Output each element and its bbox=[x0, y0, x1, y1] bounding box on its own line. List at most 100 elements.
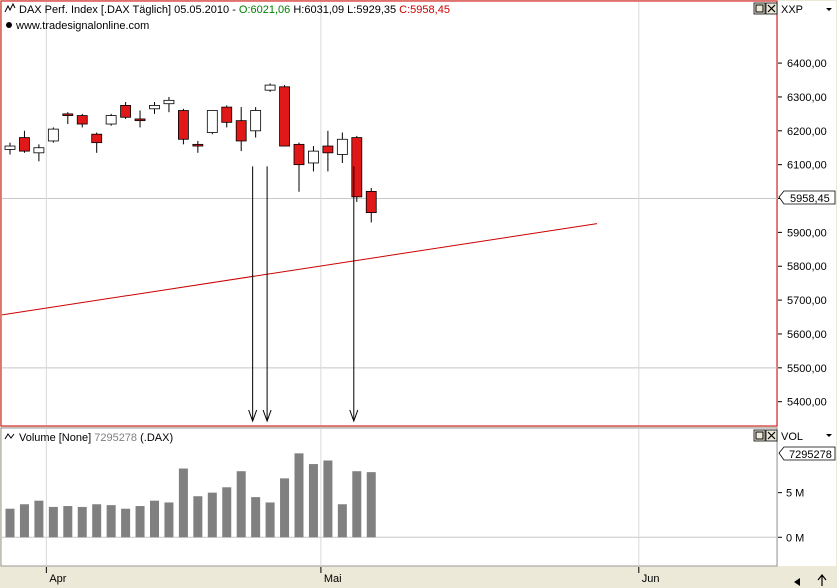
price-tick-label: 5700,00 bbox=[787, 295, 827, 307]
candle bbox=[134, 110, 146, 128]
candle-body bbox=[322, 145, 334, 154]
candle bbox=[206, 110, 218, 135]
annotation-arrow bbox=[262, 166, 272, 423]
volume-bar bbox=[63, 506, 73, 538]
candle-body bbox=[308, 150, 319, 164]
candle-body bbox=[293, 143, 305, 166]
volume-bar bbox=[323, 460, 333, 538]
volume-tick-label: 0 M bbox=[786, 532, 804, 544]
scroll-up-button[interactable] bbox=[817, 574, 827, 586]
candle bbox=[250, 107, 262, 138]
volume-bar bbox=[34, 500, 44, 538]
candle bbox=[91, 132, 103, 153]
time-tick-label: Jun bbox=[642, 573, 660, 585]
candle-body bbox=[336, 138, 348, 155]
last-price-marker: 5958,45 bbox=[778, 190, 836, 205]
price-tick-label: 6200,00 bbox=[787, 126, 827, 138]
candle-body bbox=[4, 145, 16, 150]
chevron-down-icon bbox=[826, 434, 832, 437]
price-tick-label: 5400,00 bbox=[787, 397, 827, 409]
candle-body bbox=[76, 115, 88, 125]
time-axis-area bbox=[0, 567, 837, 588]
candles-group bbox=[4, 83, 377, 223]
indicator-chart-icon bbox=[4, 2, 16, 13]
price-tick-label: 5900,00 bbox=[787, 227, 827, 239]
candle-body bbox=[177, 110, 189, 140]
volume-plot-area bbox=[0, 427, 778, 567]
candle bbox=[365, 187, 377, 223]
trendline bbox=[1, 223, 598, 316]
annotation-arrow bbox=[349, 166, 359, 423]
header-high: H:6031,09 bbox=[290, 4, 344, 16]
price-axis-ticks: 5400,00 5500,00 5600,00 5700,00 5800,00 5900,… bbox=[778, 58, 827, 409]
price-axis-code: XXP bbox=[781, 4, 803, 16]
price-tick-label: 5800,00 bbox=[787, 261, 827, 273]
annotation-arrows-group bbox=[248, 166, 359, 423]
volume-bar bbox=[5, 508, 15, 538]
candle-body bbox=[149, 105, 160, 110]
candle-body bbox=[192, 143, 204, 147]
gridlines bbox=[2, 198, 777, 538]
candle-body bbox=[206, 110, 218, 133]
arrow-up-icon bbox=[817, 574, 827, 586]
volume-bar bbox=[207, 492, 217, 538]
scroll-left-button[interactable] bbox=[794, 578, 800, 586]
trendline-group bbox=[1, 223, 598, 316]
volume-axis-ticks: 5 M 0 M bbox=[778, 488, 804, 544]
volume-symbol: (.DAX) bbox=[137, 432, 173, 444]
volume-bar bbox=[366, 472, 376, 538]
candle-body bbox=[47, 128, 59, 142]
time-tick-label: Mai bbox=[324, 573, 342, 585]
candle-body bbox=[235, 120, 247, 142]
volume-bar bbox=[164, 502, 174, 538]
candle-body bbox=[105, 115, 117, 125]
candle bbox=[308, 146, 319, 172]
candle-body bbox=[33, 147, 45, 154]
candle bbox=[120, 102, 131, 119]
candle-body bbox=[134, 118, 146, 122]
candle-body bbox=[221, 106, 233, 123]
price-close-button[interactable] bbox=[765, 2, 778, 15]
candle-body bbox=[351, 137, 363, 198]
close-icon bbox=[767, 431, 776, 440]
volume-bar bbox=[337, 504, 347, 538]
candle bbox=[351, 135, 363, 202]
price-axis-dropdown[interactable] bbox=[826, 8, 832, 11]
volume-bar bbox=[77, 506, 87, 538]
candle bbox=[279, 85, 290, 147]
price-plot-area bbox=[0, 0, 778, 427]
price-tick-label: 6100,00 bbox=[787, 160, 827, 172]
volume-bar bbox=[193, 496, 203, 538]
price-header-text: DAX Perf. Index [.DAX Täglich] 05.05.201… bbox=[19, 4, 450, 16]
volume-name: Volume [None] bbox=[19, 432, 94, 444]
candle bbox=[177, 108, 189, 145]
candle bbox=[235, 107, 247, 152]
candle-body bbox=[279, 86, 290, 147]
price-header: DAX Perf. Index [.DAX Täglich] 05.05.201… bbox=[4, 2, 450, 32]
volume-axis-code: VOL bbox=[781, 431, 803, 443]
volume-bar bbox=[121, 508, 131, 538]
volume-close-button[interactable] bbox=[765, 429, 778, 442]
volume-maximize-button[interactable] bbox=[753, 429, 766, 442]
volume-bar bbox=[251, 497, 261, 538]
candle-body bbox=[163, 99, 175, 105]
volume-bars-group bbox=[5, 453, 376, 538]
header-prefix: DAX Perf. Index [.DAX Täglich] 05.05.201… bbox=[19, 4, 239, 16]
volume-bar bbox=[222, 487, 232, 538]
candle bbox=[4, 142, 16, 155]
candle bbox=[19, 130, 30, 153]
price-maximize-button[interactable] bbox=[753, 2, 766, 15]
candle-body bbox=[120, 105, 131, 118]
value-axis-area bbox=[778, 1, 836, 566]
volume-axis-dropdown[interactable] bbox=[826, 434, 832, 437]
candle bbox=[336, 132, 348, 163]
candle bbox=[264, 83, 276, 92]
candle bbox=[62, 112, 74, 125]
volume-bar bbox=[236, 471, 246, 538]
volume-header-text: Volume [None] 7295278 (.DAX) bbox=[19, 432, 173, 444]
volume-bar bbox=[294, 453, 304, 538]
price-tick-label: 6400,00 bbox=[787, 58, 827, 70]
volume-header: Volume [None] 7295278 (.DAX) bbox=[4, 432, 173, 444]
